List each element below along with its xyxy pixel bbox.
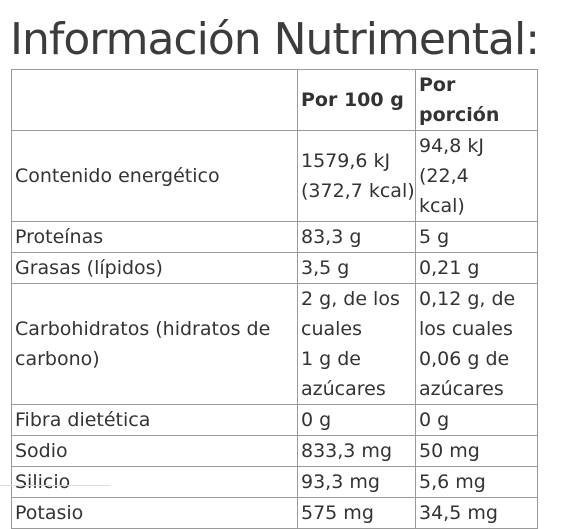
table-row: Potasio 575 mg 34,5 mg (11, 497, 538, 529)
nutrient-name: Carbohidratos (hidratos de carbono) (11, 283, 298, 405)
value-per-serving: 34,5 mg (415, 497, 538, 529)
value-line: 0,12 g, de (419, 288, 516, 310)
header-per-serving: Por porción (415, 69, 538, 131)
table-row: Contenido energético 1579,6 kJ (372,7 kc… (11, 130, 538, 222)
header-blank-cell (11, 69, 298, 131)
value-per-serving: 0,21 g (415, 252, 538, 284)
name-line: carbono) (15, 348, 100, 370)
value-per-serving: 50 mg (415, 435, 538, 467)
value-per-serving: 0 g (415, 404, 538, 436)
value-per-100g: 833,3 mg (297, 435, 416, 467)
value-per-100g: 83,3 g (297, 221, 416, 253)
value-per-100g: 3,5 g (297, 252, 416, 284)
value-line: azúcares (301, 378, 386, 400)
nutrient-name: Grasas (lípidos) (11, 252, 298, 284)
table-row: Fibra dietética 0 g 0 g (11, 404, 538, 436)
value-per-100g: 0 g (297, 404, 416, 436)
nutrition-table: Por 100 g Por porción Contenido energéti… (11, 69, 538, 529)
value-line: 0,06 g de (419, 348, 510, 370)
nutrient-name: Contenido energético (11, 130, 298, 222)
table-row: Sodio 833,3 mg 50 mg (11, 435, 538, 467)
divider (0, 485, 110, 486)
name-line: Carbohidratos (hidratos de (15, 318, 271, 340)
value-per-100g: 575 mg (297, 497, 416, 529)
value-per-100g: 93,3 mg (297, 466, 416, 498)
table-row: Proteínas 83,3 g 5 g (11, 221, 538, 253)
value-line: los cuales (419, 318, 513, 340)
value-per-100g: 1579,6 kJ (372,7 kcal) (297, 130, 416, 222)
value-per-serving: 5,6 mg (415, 466, 538, 498)
table-row: Carbohidratos (hidratos de carbono) 2 g,… (11, 283, 538, 405)
value-per-serving: 0,12 g, de los cuales 0,06 g de azúcares (415, 283, 538, 405)
value-line: cuales (301, 318, 362, 340)
value-per-100g: 2 g, de los cuales 1 g de azúcares (297, 283, 416, 405)
value-line: azúcares (419, 378, 504, 400)
table-row: Silicio 93,3 mg 5,6 mg (11, 466, 538, 498)
value-per-serving: 5 g (415, 221, 538, 253)
value-per-serving: 94,8 kJ (22,4 kcal) (415, 130, 538, 222)
nutrient-name: Potasio (11, 497, 298, 529)
table-header-row: Por 100 g Por porción (11, 69, 538, 131)
table-row: Grasas (lípidos) 3,5 g 0,21 g (11, 252, 538, 284)
value-line: 94,8 kJ (22,4 (419, 135, 484, 187)
value-line: (372,7 kcal) (301, 180, 415, 202)
nutrient-name: Fibra dietética (11, 404, 298, 436)
page-title: Información Nutrimental: (10, 14, 540, 65)
value-line: 1 g de (301, 348, 361, 370)
value-line: 2 g, de los (301, 288, 400, 310)
nutrient-name: Silicio (11, 466, 298, 498)
nutrient-name: Sodio (11, 435, 298, 467)
nutrient-name: Proteínas (11, 221, 298, 253)
value-line: 1579,6 kJ (301, 150, 391, 172)
value-line: kcal) (419, 195, 465, 217)
header-per-100g: Por 100 g (297, 69, 416, 131)
